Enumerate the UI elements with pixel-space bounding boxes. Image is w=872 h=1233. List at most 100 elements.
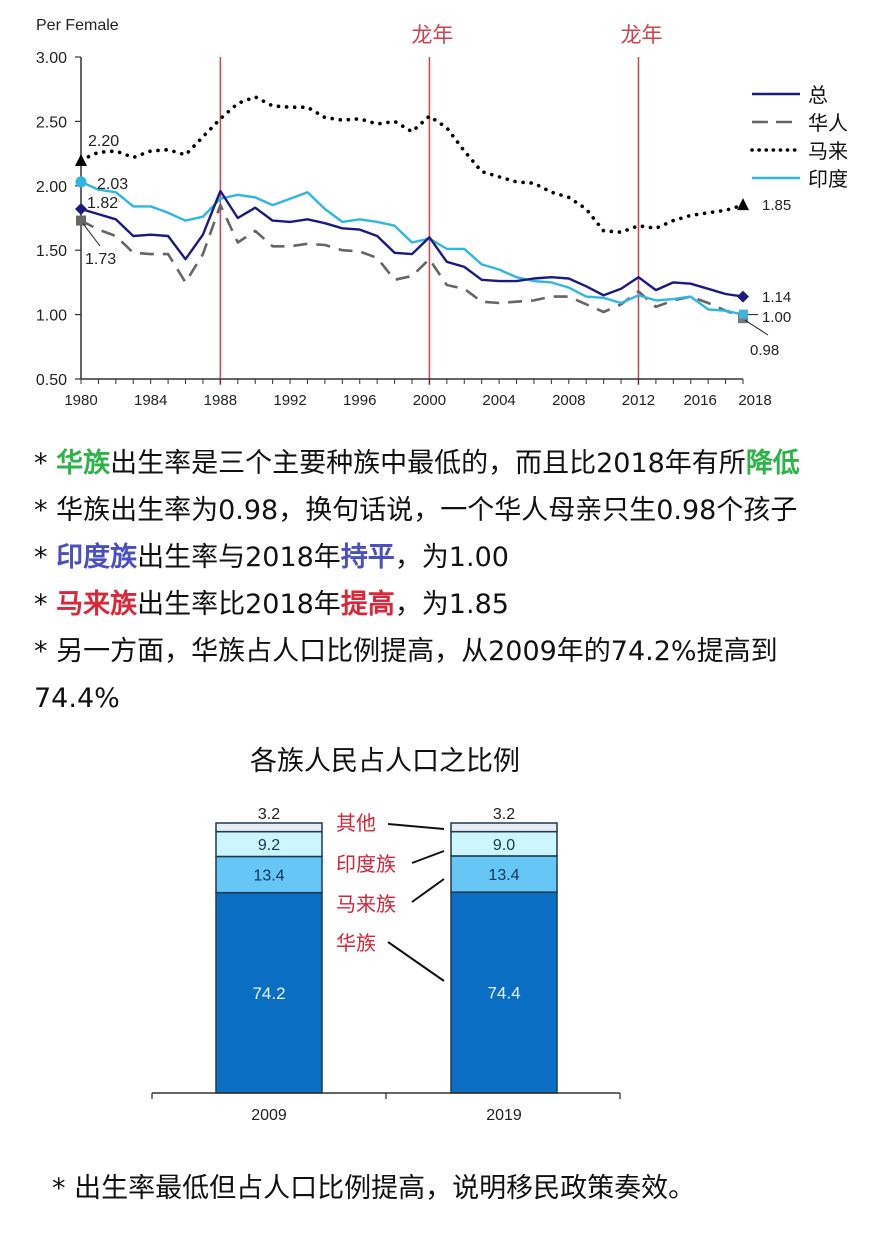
indian-end-label: 1.00: [762, 309, 791, 326]
note-line: * 华族出生率为0.98，换句话说，一个华人母亲只生0.98个孩子: [34, 487, 854, 534]
total-legend-label: 总: [808, 83, 828, 107]
chinese-legend-label: 华人: [808, 111, 848, 135]
y-tick-label: 3.00: [36, 50, 67, 67]
footer-note: * 出生率最低但占人口比例提高，说明移民政策奏效。: [52, 1173, 696, 1204]
note-text: 74.4%: [34, 683, 120, 714]
notes: * 华族出生率是三个主要种族中最低的，而且比2018年有所降低 * 华族出生率为0…: [34, 440, 854, 722]
note-text: *: [34, 448, 57, 479]
note-text: *: [34, 542, 57, 573]
malay-end-marker: [737, 198, 749, 211]
y-axis-label: Per Female: [36, 17, 119, 34]
x-tick-label: 1980: [64, 392, 97, 409]
total-start-label: 1.82: [87, 195, 118, 212]
x-tick-label: 1984: [134, 392, 167, 409]
x-tick-label: 1988: [204, 392, 237, 409]
highlight-text: 印度族: [56, 542, 138, 573]
chinese-segment: [450, 891, 558, 1094]
total-start-marker: [75, 202, 87, 215]
x-tick-label: 2018: [738, 392, 771, 409]
chinese-start-label: 1.73: [85, 251, 116, 268]
y-tick-label: 1.00: [36, 308, 67, 325]
x-tick-label: 2016: [683, 392, 716, 409]
chinese-start-marker: [76, 215, 86, 226]
indian-end-marker: [739, 309, 748, 319]
indian-start-marker: [75, 176, 87, 188]
highlight-text: 持平: [340, 542, 395, 573]
note-line: * 华族出生率是三个主要种族中最低的，而且比2018年有所降低: [34, 440, 854, 487]
segment-value-label: 13.4: [253, 868, 284, 885]
malay-start-label: 2.20: [88, 133, 119, 150]
total-end-label: 1.14: [762, 289, 791, 306]
segment-value-label: 13.4: [488, 867, 519, 884]
x-tick-label: 2000: [413, 392, 446, 409]
malay-start-marker: [75, 154, 87, 167]
note-line: * 另一方面，华族占人口比例提高，从2009年的74.2%提高到: [34, 628, 854, 675]
indian-legend-label: 印度: [808, 167, 848, 191]
series-lines: [79, 95, 745, 319]
highlight-text: 提高: [340, 589, 395, 620]
indian-series-line: [80, 180, 744, 316]
dragon-year-markers: 龙年 龙年: [219, 23, 662, 385]
total-end-marker: [737, 290, 749, 303]
indian-segment: [450, 830, 558, 857]
x-axis: 1980 1984 1988 1992 1996 2000 2004 2008 2012 2016…: [64, 378, 772, 409]
segment-value-label: 3.2: [258, 806, 280, 823]
note-text: *: [34, 589, 57, 620]
note-text: 出生率比2018年: [137, 589, 341, 620]
malay-end-label: 1.85: [762, 197, 791, 214]
y-tick-label: 1.50: [36, 243, 67, 260]
y-tick-label: 0.50: [36, 372, 67, 389]
segment-value-label: 3.2: [493, 806, 515, 823]
dragon-year-label: 龙年: [411, 23, 453, 47]
dragon-year-label: 龙年: [620, 23, 662, 47]
annotation-pointer-line: [411, 878, 445, 903]
note-text: ，为1.00: [394, 542, 509, 573]
y-tick-label: 2.50: [36, 114, 67, 131]
annotation-pointer-line: [411, 850, 445, 864]
note-text: ，为1.85: [394, 589, 509, 620]
note-line: 74.4%: [34, 675, 854, 722]
note-text: * 另一方面，华族占人口比例提高，从2009年的74.2%提高到: [34, 636, 778, 667]
indian-annotation: 印度族: [336, 852, 396, 876]
bar-x-axis: [151, 1092, 621, 1099]
malay-series-line: [79, 95, 745, 234]
bar-category-label: 2009: [251, 1107, 287, 1124]
annotation-pointer-line: [387, 823, 445, 830]
annotation-pointer-line: [387, 941, 445, 982]
chinese-segment: [215, 891, 323, 1094]
indian-segment: [215, 830, 323, 858]
y-tick-label: 2.00: [36, 179, 67, 196]
x-tick-label: 2004: [482, 392, 515, 409]
segment-value-label: 9.2: [258, 837, 280, 854]
chinese-end-label: 0.98: [750, 342, 779, 359]
chinese-series-line: [80, 203, 744, 319]
chinese-annotation: 华族: [336, 931, 376, 955]
note-line: * 马来族出生率比2018年提高，为1.85: [34, 581, 854, 628]
segment-value-label: 74.2: [252, 984, 285, 1003]
segment-value-label: 9.0: [493, 837, 515, 854]
others-annotation: 其他: [336, 811, 376, 835]
malay-annotation: 马来族: [336, 892, 396, 916]
malay-segment: [215, 855, 323, 894]
x-tick-label: 1996: [343, 392, 376, 409]
fertility-line-chart: Per Female 龙年 龙年 0.50 1.00 1.50 2.00 2.50 3.00…: [36, 17, 848, 409]
note-line: * 印度族出生率与2018年持平，为1.00: [34, 534, 854, 581]
stacked-bars: 74.2 13.4 9.2 3.2 2009 74.4 13.4 9.0 3.2 2019: [215, 806, 558, 1124]
x-tick-label: 2012: [622, 392, 655, 409]
highlight-text: 降低: [745, 448, 800, 479]
malay-legend-label: 马来: [808, 139, 848, 163]
point-labels: 2.20 2.03 1.82 1.73 1.85 1.14 1.00 0.98: [75, 133, 791, 359]
y-axis: 0.50 1.00 1.50 2.00 2.50 3.00: [36, 50, 82, 389]
total-series-line: [80, 189, 744, 298]
note-text: 出生率是三个主要种族中最低的，而且比2018年有所: [110, 448, 746, 479]
others-segment: [215, 822, 323, 833]
x-tick-label: 2008: [552, 392, 585, 409]
bar-category-label: 2019: [486, 1107, 522, 1124]
highlight-text: 马来族: [56, 589, 138, 620]
note-text: 出生率与2018年: [137, 542, 341, 573]
x-tick-label: 1992: [273, 392, 306, 409]
indian-start-label: 2.03: [97, 176, 128, 193]
segment-value-label: 74.4: [487, 984, 520, 1003]
